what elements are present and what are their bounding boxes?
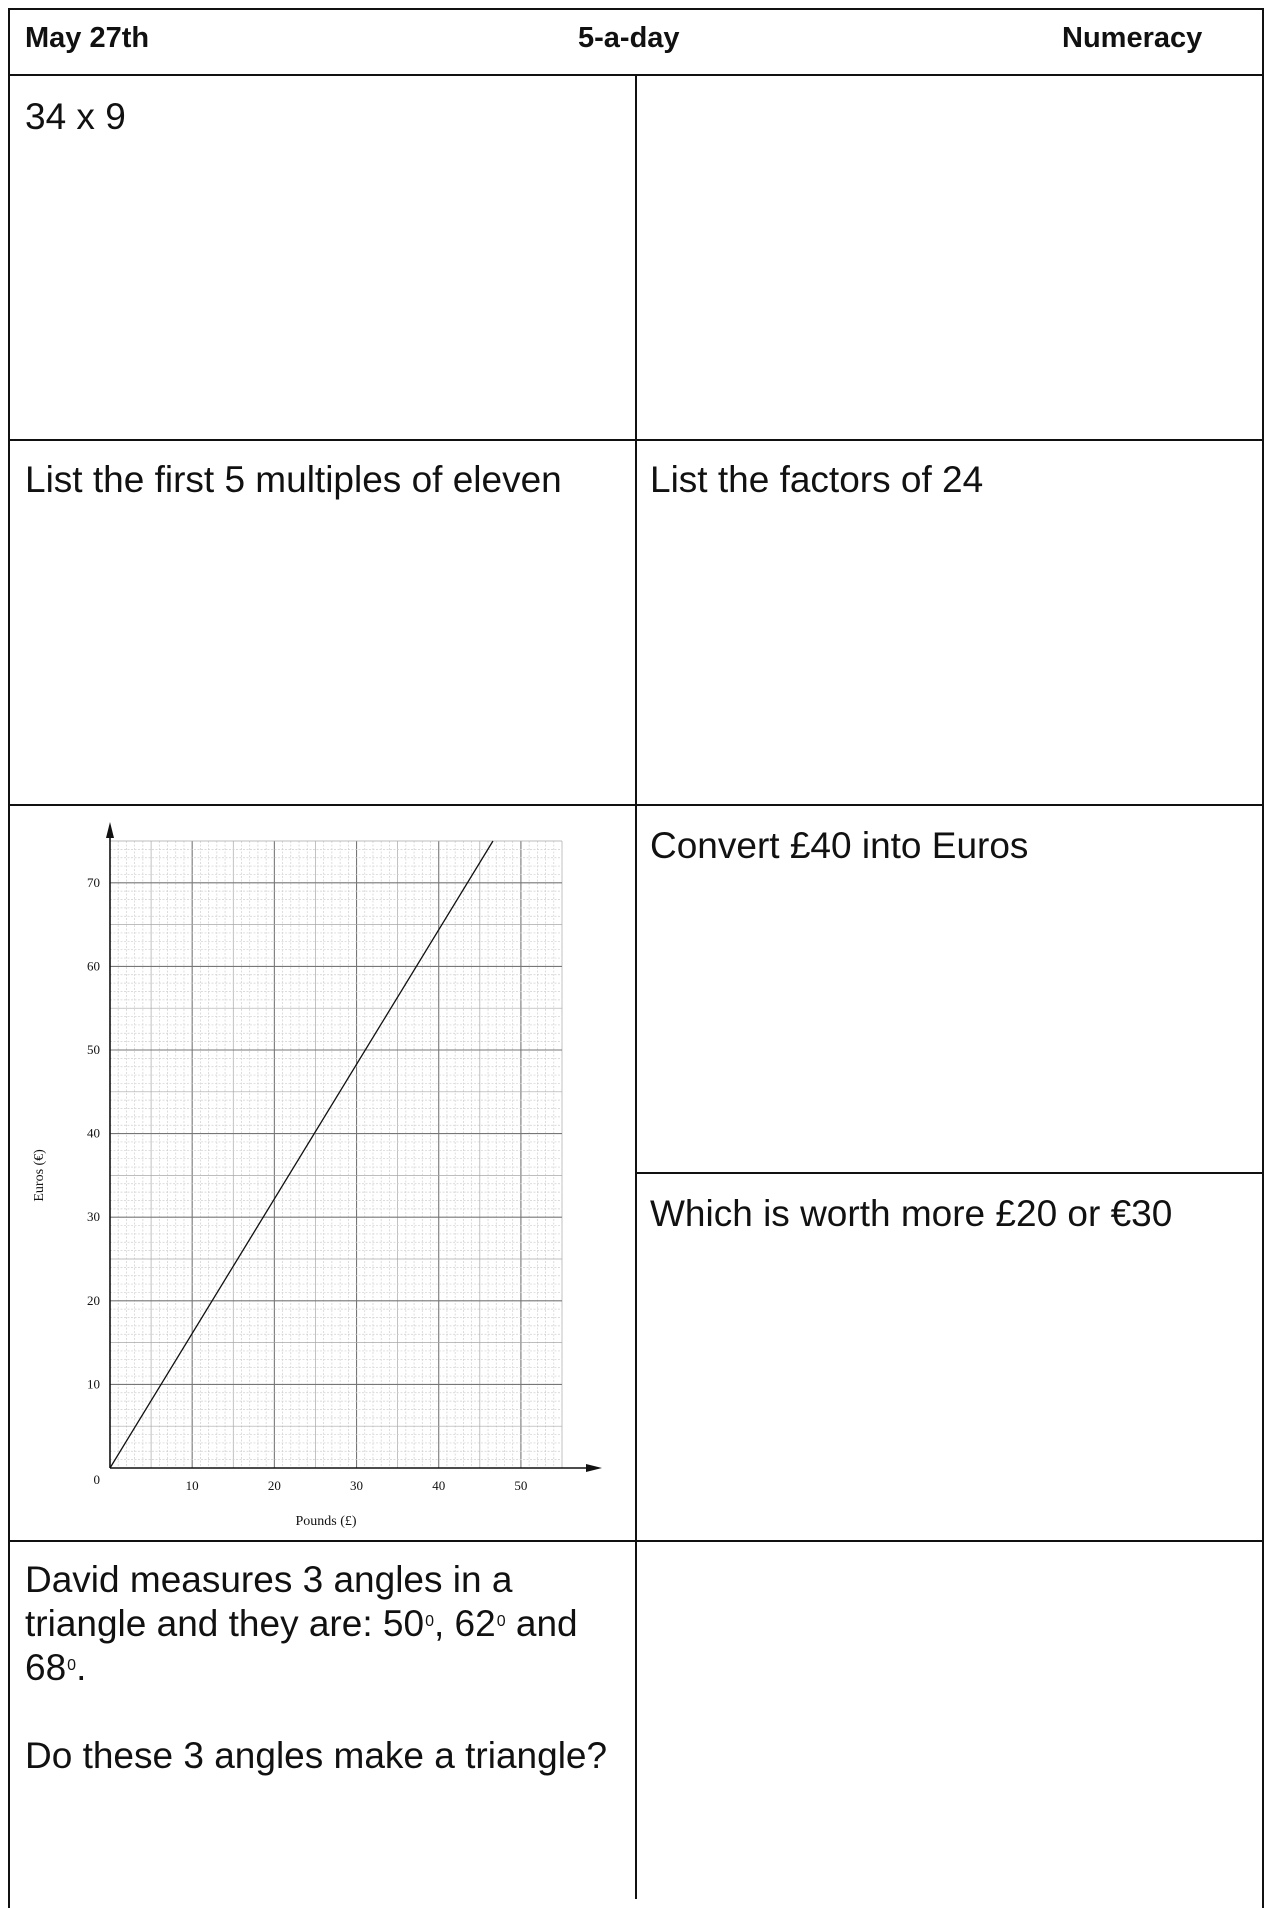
question-convert: Convert £40 into Euros xyxy=(650,825,1029,866)
question-angles-line3: 680. xyxy=(25,1646,607,1690)
question-angles-line2: triangle and they are: 500, 620 and xyxy=(25,1602,607,1646)
x-tick-label: 40 xyxy=(432,1478,445,1493)
right-cell-divider xyxy=(636,1172,1264,1174)
x-axis-label: Pounds (£) xyxy=(295,1514,356,1529)
y-tick-label: 70 xyxy=(87,875,100,890)
worksheet-table xyxy=(8,8,1264,1908)
header-subject: Numeracy xyxy=(1062,22,1203,54)
y-axis-label: Euros (€) xyxy=(32,1149,47,1202)
question-angles-line4: Do these 3 angles make a triangle? xyxy=(25,1735,608,1776)
question-angles: David measures 3 angles in a triangle an… xyxy=(25,1558,607,1778)
question-multiplication: 34 x 9 xyxy=(25,96,126,137)
y-tick-label: 40 xyxy=(87,1126,100,1141)
question-compare: Which is worth more £20 or €30 xyxy=(650,1193,1173,1234)
y-tick-label: 30 xyxy=(87,1209,100,1224)
question-angles-line1: David measures 3 angles in a xyxy=(25,1559,513,1600)
column-divider xyxy=(635,74,637,1899)
y-tick-label: 20 xyxy=(87,1293,100,1308)
angles-text-a: triangle and they are: 50 xyxy=(25,1603,425,1644)
angles-text-e: . xyxy=(76,1647,87,1688)
angles-text-b: , 62 xyxy=(433,1603,496,1644)
x-tick-label: 20 xyxy=(268,1478,281,1493)
question-factors: List the factors of 24 xyxy=(650,459,984,500)
angles-text-c: and xyxy=(505,1603,578,1644)
x-tick-label: 50 xyxy=(514,1478,527,1493)
degree-mark-3: 0 xyxy=(67,1657,77,1674)
x-tick-label: 10 xyxy=(186,1478,199,1493)
conversion-line xyxy=(109,840,494,1469)
y-tick-label: 50 xyxy=(87,1042,100,1057)
y-axis-arrow xyxy=(106,822,114,838)
y-tick-label: 10 xyxy=(87,1376,100,1391)
conversion-graph: 10 20 30 40 50 10 20 30 40 50 60 70 0 Pounds (£) Euros… xyxy=(32,822,602,1529)
header-title: 5-a-day xyxy=(578,22,680,54)
header-date: May 27th xyxy=(25,22,150,54)
angles-text-d: 68 xyxy=(25,1647,67,1688)
degree-mark-2: 0 xyxy=(496,1613,506,1630)
x-axis-arrow xyxy=(586,1464,602,1472)
x-tick-label: 30 xyxy=(350,1478,363,1493)
y-tick-label: 60 xyxy=(87,958,100,973)
origin-label: 0 xyxy=(94,1472,101,1487)
question-multiples: List the first 5 multiples of eleven xyxy=(25,459,562,500)
degree-mark-1: 0 xyxy=(425,1613,434,1630)
